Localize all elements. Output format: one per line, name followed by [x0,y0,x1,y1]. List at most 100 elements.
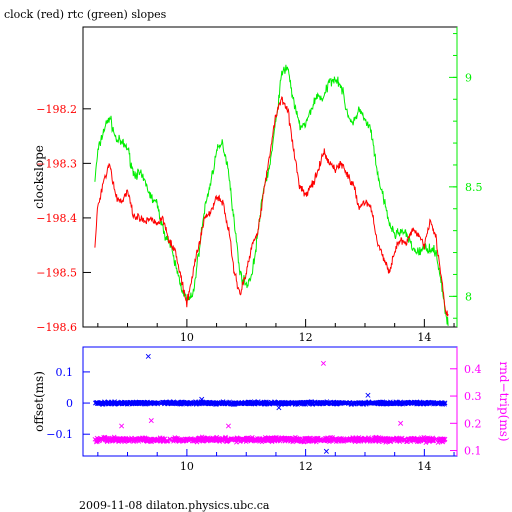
rndtrip-points-point [266,435,272,441]
offset-points-point [286,400,292,406]
offset-points-point [278,402,284,407]
offset-points-point [347,400,353,405]
rndtrip-points-outlier [225,423,231,429]
rndtrip-points-outlier [320,360,326,366]
rndtrip-points-point [338,438,344,444]
rndtrip-points-point [184,437,190,442]
rndtrip-points-point [440,436,446,442]
offset-points-point [187,400,193,405]
rndtrip-points-point [224,439,229,444]
offset-points-point [97,400,102,406]
bottom-x-tick-label: 14 [417,460,431,473]
top-y-tick-label: −198.5 [36,266,77,279]
offset-points-point [196,401,202,406]
offset-points-point [145,399,150,405]
rtc-slope-line [94,64,449,326]
offset-points-point [331,400,337,406]
offset-points-point [296,400,302,405]
rndtrip-points-point [388,436,394,442]
rndtrip-points [92,360,448,445]
rndtrip-points-point [286,437,291,443]
top-y2-tick-label: 9 [465,71,472,84]
rndtrip-points-point [113,437,119,443]
offset-points-point [424,401,430,406]
offset-points-point [261,401,267,406]
top-plot-frame [82,26,458,328]
offset-points-point [183,400,189,406]
rndtrip-points-point [121,437,126,443]
offset-points-point [396,401,402,407]
rndtrip-points-point [126,437,131,443]
offset-points-point [309,400,315,406]
offset-points-point [271,401,276,406]
offset-points-point [406,401,411,407]
offset-points-point [247,400,252,406]
rndtrip-points-outlier [148,418,154,424]
rndtrip-points-point [176,438,181,444]
rndtrip-points-point [342,438,348,444]
rndtrip-points-point [365,437,370,442]
offset-points-point [106,401,111,407]
rndtrip-points-outlier [119,423,125,429]
offset-points-point [155,400,160,405]
bottom-x-tick-label: 10 [180,460,194,473]
offset-points-point [194,401,199,407]
rndtrip-points-point [372,437,378,443]
offset-points-point [217,401,223,407]
rndtrip-points-point [298,438,303,444]
rndtrip-points-point [249,434,255,440]
offset-points-point [324,400,329,405]
offset-points-point [372,400,378,406]
offset-points-point [378,399,383,405]
offset-points-point [426,401,431,406]
rndtrip-points-point [322,437,328,443]
rndtrip-points-point [331,438,337,443]
top-x-tick-label: 14 [417,331,431,344]
rndtrip-points-point [260,437,266,443]
offset-points-point [247,401,252,407]
offset-points-point [381,400,386,406]
top-y-tick-label: −198.6 [36,321,77,334]
offset-points-point [395,401,400,407]
rndtrip-points-point [160,439,166,444]
offset-points-point [401,401,407,407]
offset-points-point [352,401,358,407]
offset-points-point [304,400,310,405]
rndtrip-points-point [275,438,281,444]
offset-points-point [201,400,206,406]
rndtrip-points-point [245,437,251,443]
rndtrip-points-point [140,435,145,441]
bottom-y-tick-label: 0.1 [56,366,74,379]
rndtrip-points-point [193,437,198,442]
rndtrip-points-point [189,436,195,442]
rndtrip-points-point [172,436,178,441]
top-y2-tick-label: 8 [465,290,472,303]
offset-points-point [251,400,256,406]
rndtrip-points-point [292,437,297,442]
rndtrip-points-point [181,437,186,443]
bottom-y-tick-label: 0 [66,397,73,410]
rndtrip-points-point [399,435,405,441]
rndtrip-points-point [147,436,153,442]
offset-points-point [224,400,229,406]
rndtrip-points-point [357,437,363,443]
rndtrip-points-point [282,437,288,442]
offset-points-point [339,400,345,406]
rndtrip-points-point [97,437,103,443]
offset-points-point [163,400,169,405]
rndtrip-points-point [394,438,400,444]
offset-points-point [108,400,114,406]
chart-title: clock (red) rtc (green) slopes [4,8,167,21]
offset-points-point [119,400,125,405]
offset-points-point [188,401,194,407]
rndtrip-points-point [376,439,382,445]
rndtrip-points-point [430,435,435,441]
rndtrip-points-point [434,436,439,442]
offset-points-point [98,401,104,406]
bottom-y2-tick-label: 0.1 [464,445,482,458]
rndtrip-points-point [172,435,178,440]
top-y-tick-label: −198.2 [36,103,77,116]
rndtrip-points-point [422,437,427,442]
offset-points-point [102,400,108,406]
rndtrip-points-point [119,437,125,443]
